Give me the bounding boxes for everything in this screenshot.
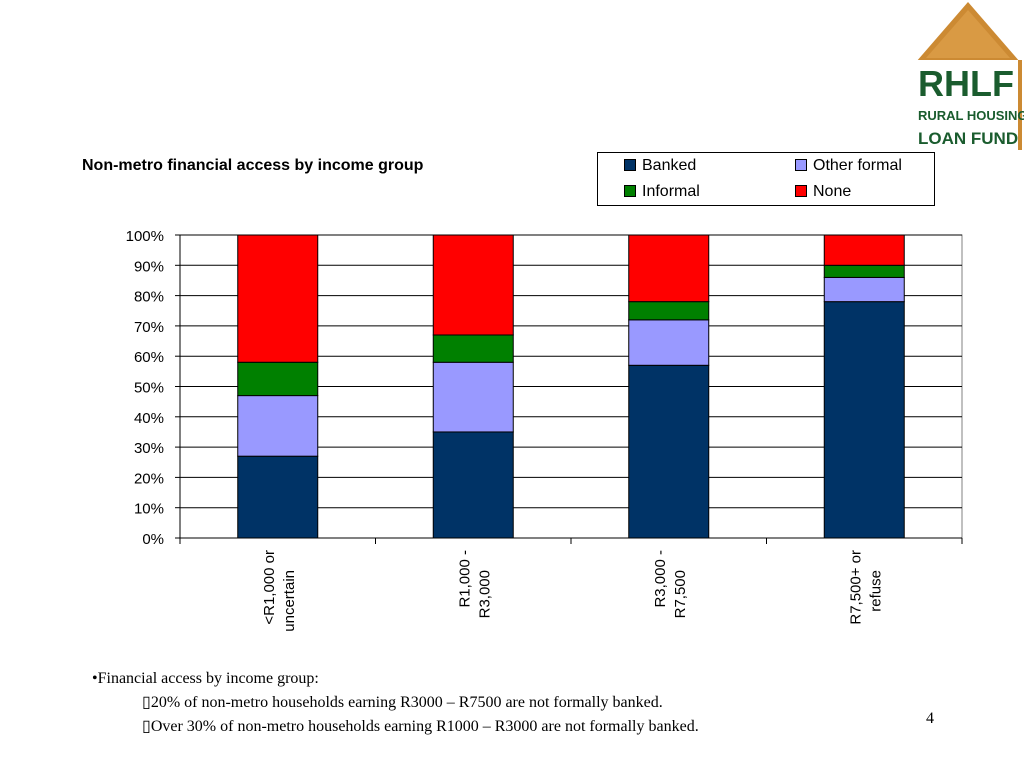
- bar-informal: [237, 361, 319, 397]
- y-tick-label: 60%: [134, 349, 164, 366]
- page-number: 4: [926, 710, 934, 727]
- chart-legend: Banked Other formal Informal None: [597, 152, 935, 206]
- x-tick-label: R1,000 -: [456, 550, 473, 608]
- sub-bullet-icon: ▯: [142, 718, 151, 735]
- bar-banked: [823, 301, 905, 539]
- y-tick-label: 10%: [134, 501, 164, 518]
- y-tick-label: 80%: [134, 289, 164, 306]
- note-sub-1: ▯20% of non-metro households earning R30…: [92, 691, 699, 715]
- bar-other-formal: [237, 395, 319, 457]
- legend-swatch-none: [795, 184, 807, 197]
- bar-informal: [628, 301, 710, 321]
- bar-other-formal: [823, 276, 905, 303]
- bar-none: [237, 234, 319, 363]
- y-tick-label: 40%: [134, 410, 164, 427]
- x-tick-label: R3,000: [476, 570, 493, 618]
- bar-banked: [628, 364, 710, 539]
- legend-swatch-other-formal: [795, 158, 807, 171]
- bar-other-formal: [432, 361, 514, 433]
- y-tick-label: 90%: [134, 258, 164, 275]
- legend-label-banked: Banked: [642, 157, 697, 174]
- legend-item-none: None: [795, 182, 851, 202]
- legend-label-none: None: [813, 183, 852, 200]
- logo-line-3: LOAN FUND: [918, 129, 1018, 148]
- x-tick-label-group: R3,000 - R7,500: [652, 550, 689, 618]
- sub-bullet-icon: ▯: [142, 694, 151, 711]
- note-sub-2: ▯Over 30% of non-metro households earnin…: [92, 715, 699, 739]
- logo-line-1: RHLF: [918, 63, 1014, 104]
- bar-informal: [823, 264, 905, 278]
- x-tick-label: <R1,000 or: [261, 550, 278, 625]
- x-tick-label-group: R1,000 - R3,000: [456, 550, 493, 618]
- bar-none: [628, 234, 710, 303]
- logo-line-2: RURAL HOUSING: [918, 108, 1024, 123]
- legend-item-banked: Banked: [624, 156, 696, 176]
- note-sub-2-text: Over 30% of non-metro households earning…: [150, 718, 699, 735]
- y-tick-label: 20%: [134, 470, 164, 487]
- legend-swatch-banked: [624, 158, 636, 171]
- y-tick-label: 70%: [134, 319, 164, 336]
- x-tick-label: uncertain: [281, 570, 298, 632]
- x-tick-label-group: R7,500+ or refuse: [847, 550, 884, 625]
- bar-informal: [432, 334, 514, 363]
- y-tick-label: 50%: [134, 380, 164, 397]
- bar-banked: [432, 431, 514, 539]
- x-tick-label-group: <R1,000 or uncertain: [261, 550, 298, 632]
- x-tick-label: R3,000 -: [652, 550, 669, 608]
- legend-label-other-formal: Other formal: [813, 157, 902, 174]
- bar-banked: [237, 455, 319, 539]
- notes: •Financial access by income group: ▯20% …: [92, 667, 699, 739]
- bar-other-formal: [628, 319, 710, 366]
- x-tick-label: R7,500: [672, 570, 689, 618]
- y-tick-label: 100%: [126, 228, 164, 245]
- note-sub-1-text: 20% of non-metro households earning R300…: [150, 694, 663, 711]
- note-bullet: •Financial access by income group:: [92, 670, 319, 687]
- bar-none: [823, 234, 905, 266]
- chart-title: Non-metro financial access by income gro…: [82, 157, 424, 174]
- legend-swatch-informal: [624, 184, 636, 197]
- y-tick-label: 0%: [142, 531, 164, 548]
- x-tick-label: R7,500+ or: [847, 550, 864, 625]
- x-tick-label: refuse: [867, 570, 884, 612]
- legend-item-informal: Informal: [624, 182, 700, 202]
- bar-none: [432, 234, 514, 336]
- rhlf-logo: RHLF RURAL HOUSING LOAN FUND: [916, 2, 1024, 150]
- legend-label-informal: Informal: [642, 183, 700, 200]
- legend-item-other-formal: Other formal: [795, 156, 902, 176]
- y-tick-label: 30%: [134, 440, 164, 457]
